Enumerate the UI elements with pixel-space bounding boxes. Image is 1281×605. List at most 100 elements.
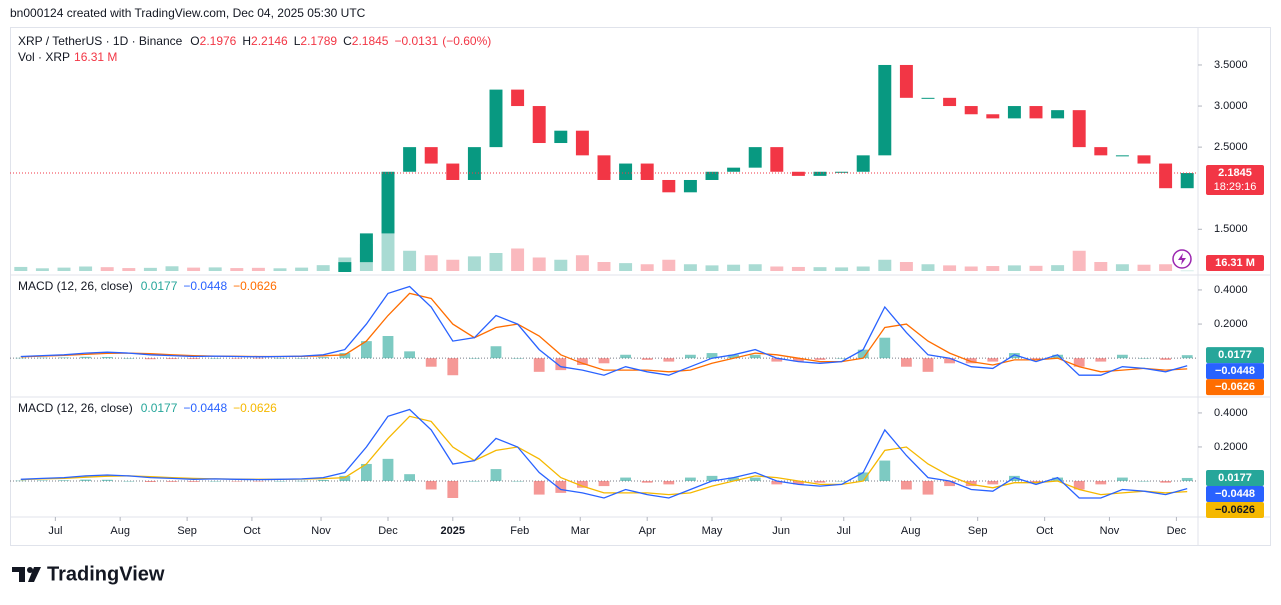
countdown: 18:29:16 bbox=[1214, 181, 1257, 193]
histogram-bar bbox=[317, 357, 329, 359]
macd-pane bbox=[10, 285, 1198, 376]
histogram-bar bbox=[728, 354, 739, 359]
histogram-bar bbox=[836, 358, 847, 359]
histogram-bar bbox=[1117, 354, 1128, 359]
histogram-bar bbox=[1095, 480, 1107, 485]
y-tick-label: 0.2000 bbox=[1214, 441, 1248, 453]
x-tick-label: Apr bbox=[639, 525, 656, 537]
volume-bar bbox=[1007, 265, 1021, 271]
x-tick-label: Aug bbox=[110, 525, 130, 537]
histogram-bar bbox=[771, 358, 783, 362]
histogram-bar bbox=[1181, 477, 1193, 481]
candle bbox=[359, 233, 373, 263]
candle bbox=[1029, 106, 1043, 119]
candle bbox=[274, 309, 287, 310]
histogram-bar bbox=[512, 358, 523, 359]
volume-bar bbox=[575, 255, 589, 271]
histogram-bar bbox=[685, 354, 696, 359]
histogram-bar bbox=[577, 358, 588, 365]
volume-bar bbox=[705, 265, 719, 271]
volume-bar bbox=[446, 259, 460, 271]
macd-badge: −0.0448 bbox=[1215, 365, 1255, 377]
candle bbox=[921, 97, 935, 99]
histogram-bar bbox=[555, 480, 567, 493]
volume-bar bbox=[57, 267, 71, 271]
histogram-bar bbox=[209, 358, 221, 359]
ohlc-value: 2.1789 bbox=[300, 34, 337, 48]
histogram-bar bbox=[965, 358, 977, 364]
candle bbox=[705, 171, 719, 180]
volume-bar bbox=[597, 262, 611, 271]
candle bbox=[14, 313, 27, 314]
alert-icon[interactable] bbox=[1172, 249, 1192, 269]
histogram-bar bbox=[425, 480, 437, 490]
candle bbox=[489, 89, 503, 148]
candle bbox=[727, 167, 741, 172]
ohlc-key: L bbox=[294, 34, 301, 48]
histogram-bar bbox=[1052, 354, 1063, 359]
ohlc-value: 2.1976 bbox=[200, 34, 237, 48]
volume-legend-value: 16.31 M bbox=[74, 50, 117, 64]
histogram-bar bbox=[814, 358, 826, 360]
candle bbox=[640, 163, 654, 180]
legend-signal: −0.0626 bbox=[233, 401, 277, 415]
histogram-bar bbox=[80, 356, 91, 359]
ohlc-key: O bbox=[190, 34, 199, 48]
histogram-bar bbox=[382, 336, 394, 359]
volume-bar bbox=[295, 267, 309, 271]
histogram-bar bbox=[1138, 358, 1150, 359]
histogram-bar bbox=[922, 480, 934, 495]
histogram-bar bbox=[944, 480, 955, 487]
volume-bar bbox=[165, 266, 179, 271]
macd-badge-bg bbox=[1206, 485, 1264, 502]
volume-bar bbox=[1051, 265, 1065, 271]
histogram-bar bbox=[901, 358, 912, 367]
histogram-bar bbox=[771, 480, 783, 485]
frame bbox=[10, 27, 1271, 546]
histogram-bar bbox=[901, 480, 912, 490]
signal-badge: −0.0626 bbox=[1215, 381, 1255, 393]
macd-line bbox=[20, 285, 1188, 376]
volume-bar bbox=[511, 248, 525, 271]
legend-macd: −0.0448 bbox=[183, 401, 227, 415]
volume-bar bbox=[467, 256, 481, 271]
volume-bar bbox=[122, 268, 136, 271]
histogram-bar bbox=[404, 474, 415, 481]
histogram-bar bbox=[425, 358, 437, 367]
candle bbox=[683, 179, 697, 193]
signal-badge-bg bbox=[1206, 501, 1264, 518]
histogram-bar bbox=[101, 479, 113, 481]
histogram-bar bbox=[80, 479, 91, 481]
histogram-bar bbox=[339, 353, 351, 359]
histogram-bar bbox=[555, 358, 567, 371]
volume-bar bbox=[251, 267, 265, 271]
volume-label-bg bbox=[1206, 255, 1264, 271]
candle bbox=[943, 97, 957, 107]
candle bbox=[317, 303, 330, 307]
volume-bar bbox=[100, 267, 114, 271]
candle bbox=[122, 305, 135, 306]
y-tick-label: 1.5000 bbox=[1214, 223, 1248, 235]
x-tick-label: Jun bbox=[772, 525, 790, 537]
candle bbox=[1180, 173, 1194, 189]
volume-label: 16.31 M bbox=[1215, 257, 1255, 269]
volume-bar bbox=[791, 266, 805, 271]
candle bbox=[878, 64, 892, 156]
histogram-bar bbox=[641, 480, 653, 483]
histogram-bar bbox=[188, 358, 199, 360]
x-tick-label: Oct bbox=[243, 525, 260, 537]
histogram-bar bbox=[188, 480, 199, 482]
histogram-bar bbox=[598, 480, 610, 487]
volume-bar bbox=[856, 266, 870, 271]
ohlc-value: 2.1845 bbox=[352, 34, 389, 48]
candle bbox=[619, 163, 633, 180]
histogram-bar bbox=[490, 346, 502, 359]
candle bbox=[856, 155, 870, 172]
histogram-bar bbox=[1117, 477, 1128, 481]
histogram-bar bbox=[685, 477, 696, 481]
x-tick-label: Oct bbox=[1036, 525, 1053, 537]
histogram-bar bbox=[58, 480, 70, 481]
volume-bar bbox=[813, 267, 827, 271]
volume-bar bbox=[921, 264, 935, 271]
